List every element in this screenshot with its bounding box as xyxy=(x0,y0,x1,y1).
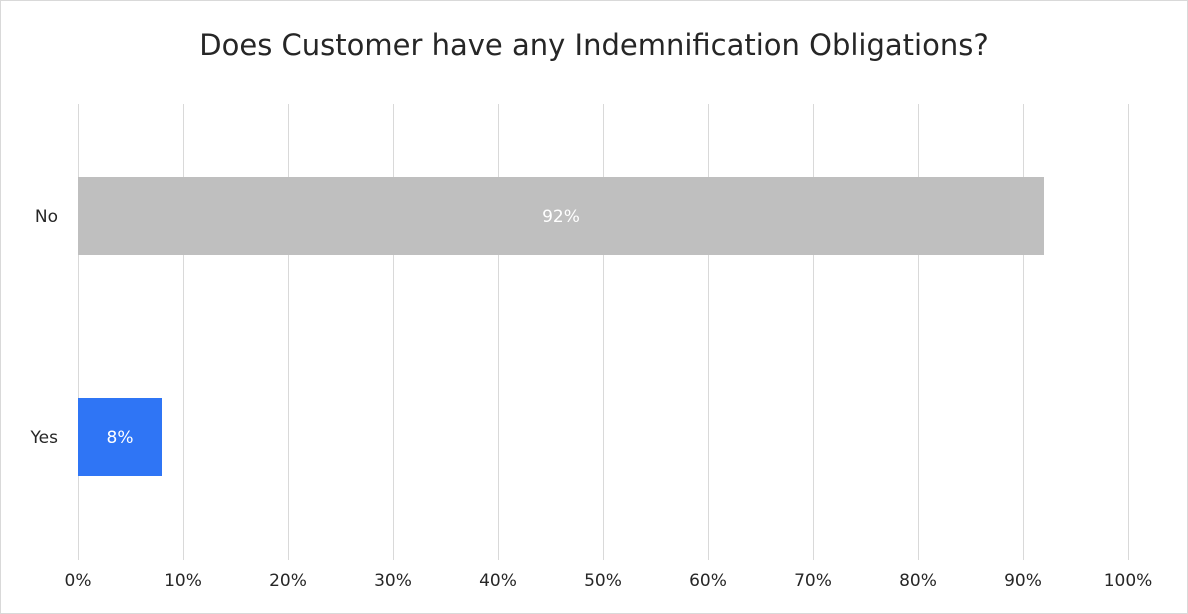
x-tick-label: 30% xyxy=(374,571,412,591)
x-tick-label: 40% xyxy=(479,571,517,591)
x-tick-label: 90% xyxy=(1004,571,1042,591)
labels: 0% 10% 20% 30% 40% 50% 60% 70% 80% 90% 100% No 92% Ye… xyxy=(30,207,1153,591)
bars xyxy=(78,177,1044,476)
bar-no xyxy=(78,177,1044,255)
bar-yes xyxy=(78,398,162,476)
category-label-yes: Yes xyxy=(30,428,59,448)
x-tick-label: 50% xyxy=(584,571,622,591)
x-tick-label: 20% xyxy=(269,571,307,591)
category-label-no: No xyxy=(35,207,58,227)
x-tick-label: 60% xyxy=(689,571,727,591)
x-tick-label: 100% xyxy=(1104,571,1153,591)
chart-title: Does Customer have any Indemnification O… xyxy=(199,28,989,62)
gridlines xyxy=(78,104,1129,560)
x-tick-label: 80% xyxy=(899,571,937,591)
data-label-yes: 8% xyxy=(107,428,134,448)
x-tick-label: 70% xyxy=(794,571,832,591)
data-label-no: 92% xyxy=(542,207,580,227)
x-tick-label: 10% xyxy=(164,571,202,591)
x-tick-label: 0% xyxy=(65,571,92,591)
